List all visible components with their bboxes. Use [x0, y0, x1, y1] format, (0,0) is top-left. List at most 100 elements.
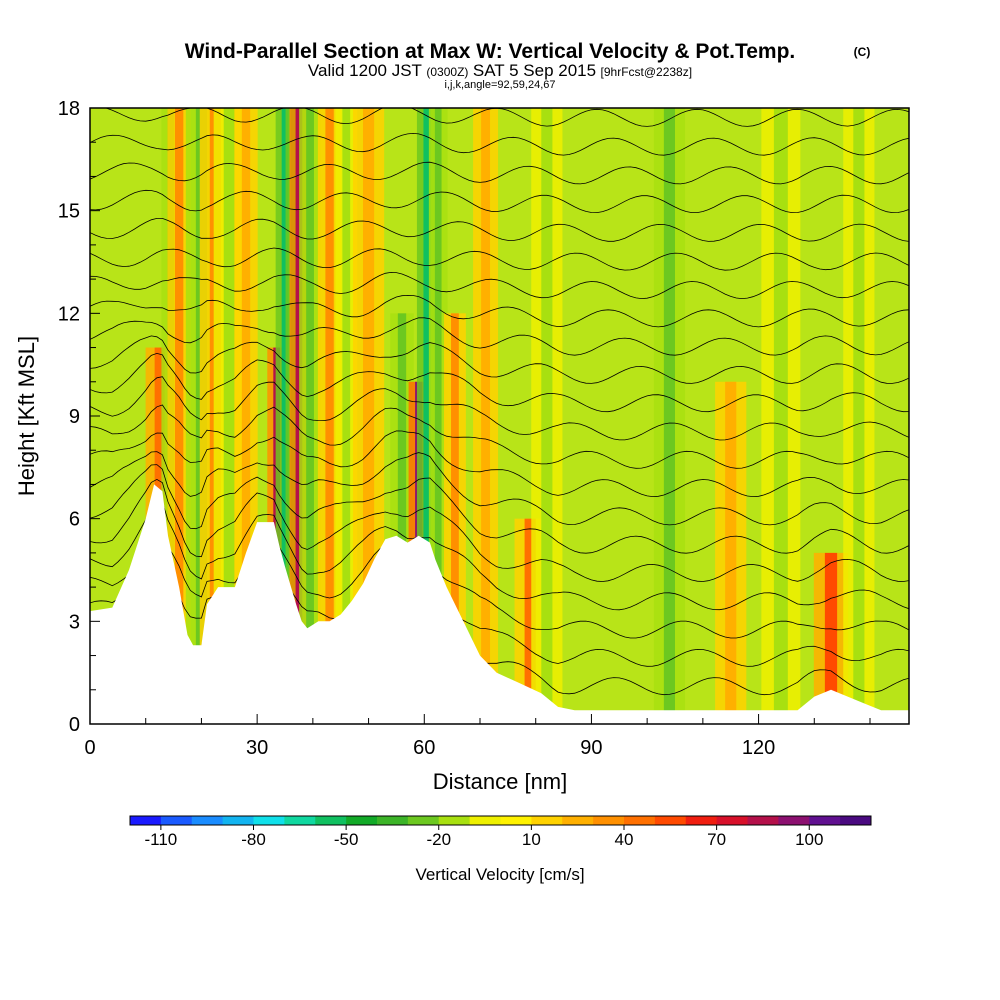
velocity-band [663, 108, 675, 724]
y-tick-label: 3 [69, 611, 80, 633]
colorbar-swatch [840, 816, 872, 825]
velocity-band [524, 518, 536, 724]
theta-contour [90, 335, 909, 384]
y-tick-label: 0 [69, 714, 80, 736]
theta-contour [90, 404, 909, 469]
colorbar-swatch [160, 816, 193, 825]
x-tick-label: 0 [84, 737, 95, 759]
y-tick-label: 18 [58, 98, 80, 120]
colorbar-swatch [191, 816, 224, 825]
colorbar-swatch [531, 816, 563, 825]
colorbar-swatch [130, 816, 162, 825]
velocity-band [223, 108, 235, 724]
y-axis-label: Height [Kft MSL] [14, 336, 39, 496]
theta-contour [90, 478, 909, 582]
colorbar-swatch [809, 816, 841, 825]
subtitle-zulu: (0300Z) [426, 65, 468, 79]
colorbar-tick-label: 10 [522, 830, 541, 849]
theta-contour [90, 161, 909, 185]
colorbar-swatch [500, 816, 532, 825]
axes: 0 30 60 90 120 0 3 6 9 12 15 18 [58, 98, 871, 759]
colorbar-swatch [624, 816, 656, 825]
colorbar-tick-label: -20 [426, 830, 451, 849]
colorbar-swatch [685, 816, 718, 825]
theta-contour [90, 247, 909, 271]
colorbar-swatch [438, 816, 471, 825]
chart-title: Wind-Parallel Section at Max W: Vertical… [185, 40, 796, 63]
colorbar-swatch [654, 816, 687, 825]
theta-contour [90, 132, 909, 156]
x-tick-label: 30 [246, 737, 268, 759]
y-tick-label: 9 [69, 406, 80, 428]
velocity-band [306, 108, 314, 724]
x-tick-label: 120 [742, 737, 775, 759]
subtitle-date: SAT 5 Sep 2015 [473, 61, 596, 80]
subtitle-valid: Valid 1200 JST [308, 61, 422, 80]
theta-contour [90, 218, 909, 242]
velocity-band [773, 108, 788, 724]
colorbar-swatch [562, 816, 594, 825]
x-tick-label: 60 [413, 737, 435, 759]
velocity-band [363, 108, 375, 724]
colorbar-swatch [253, 816, 285, 825]
theta-contour [90, 376, 909, 441]
y-tick-label: 12 [58, 303, 80, 325]
theta-contour [90, 189, 909, 214]
copyright-mark: (C) [854, 45, 871, 59]
velocity-band [174, 108, 184, 724]
y-tick-label: 15 [58, 201, 80, 223]
colorbar-label: Vertical Velocity [cm/s] [415, 865, 584, 884]
theta-contour [90, 464, 909, 554]
subtitle-line: Valid 1200 JST (0300Z) SAT 5 Sep 2015 [9… [308, 61, 692, 80]
velocity-bands [145, 108, 875, 724]
theta-contour [90, 501, 909, 611]
colorbar-swatch [593, 816, 625, 825]
theta-contours [90, 108, 909, 696]
colorbar-tick-label: 70 [707, 830, 726, 849]
velocity-band [824, 552, 838, 724]
velocity-band [853, 108, 865, 724]
velocity-band [481, 108, 491, 724]
x-axis-label: Distance [nm] [433, 769, 568, 794]
terrain-mask [90, 484, 909, 724]
velocity-band [241, 108, 251, 724]
info-line: i,j,k,angle=92,59,24,67 [444, 79, 555, 91]
velocity-band [325, 108, 334, 724]
velocity-band [423, 108, 431, 724]
colorbar-tick-label: -80 [241, 830, 266, 849]
x-tick-label: 90 [580, 737, 602, 759]
colorbar-swatch [346, 816, 378, 825]
velocity-band [397, 313, 407, 724]
colorbar-tick-label: -110 [144, 830, 177, 849]
colorbar-swatch [407, 816, 440, 825]
subtitle-forecast: [9hrFcst@2238z] [601, 65, 693, 79]
colorbar-swatch [377, 816, 409, 825]
colorbar-swatch [469, 816, 501, 825]
theta-contour [90, 451, 909, 526]
velocity-band [434, 108, 442, 724]
colorbar-tick-label: 40 [615, 830, 634, 849]
colorbar-tick-label: 100 [795, 830, 823, 849]
theta-contour [90, 430, 909, 498]
velocity-band [281, 108, 289, 724]
colorbar: -110 -80 -50 -20 10 40 70 100 [129, 815, 872, 849]
theta-contour [90, 271, 909, 300]
colorbar-swatch [315, 816, 347, 825]
colorbar-frame [129, 815, 872, 826]
colorbar-swatch [747, 816, 779, 825]
colorbar-swatch [716, 816, 748, 825]
velocity-band [541, 108, 553, 724]
theta-contour [90, 528, 909, 639]
theta-contour [90, 294, 909, 328]
theta-contour [90, 317, 909, 356]
colorbar-swatch [778, 816, 810, 825]
velocity-band [295, 108, 303, 724]
velocity-band [725, 381, 737, 724]
colorbar-tick-label: -50 [334, 830, 359, 849]
colorbar-swatch [284, 816, 316, 825]
velocity-band [342, 108, 351, 724]
y-tick-label: 6 [69, 509, 80, 531]
colorbar-swatch [222, 816, 254, 825]
velocity-band [451, 313, 459, 724]
